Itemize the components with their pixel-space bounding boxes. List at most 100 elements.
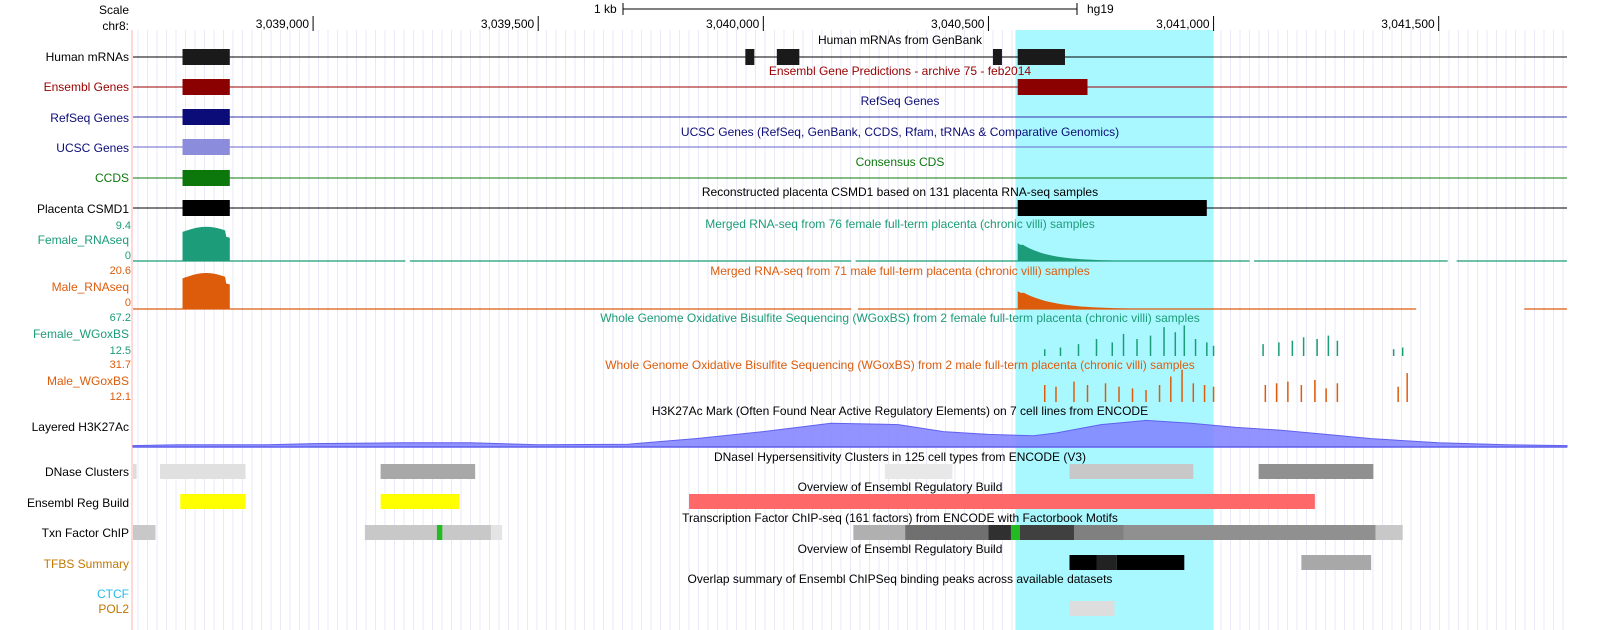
track-title-dnase-clusters: DNaseI Hypersensitivity Clusters in 125 … — [714, 450, 1086, 464]
feature-block — [988, 525, 1011, 540]
male-rnaseq-scale-min: 0 — [124, 297, 131, 309]
ruler-tick-label: 3,041,500 — [1381, 17, 1435, 31]
signal-peak — [1017, 243, 1124, 261]
track-title-refseq-genes: RefSeq Genes — [861, 94, 940, 108]
feature-block — [1301, 555, 1372, 570]
feature-block — [1069, 555, 1097, 570]
feature-block — [1258, 464, 1374, 479]
base-position-ruler: 3,039,000 3,039,500 3,040,000 3,040,500 3,04… — [256, 16, 1440, 31]
ruler-tick-label: 3,039,500 — [481, 17, 535, 31]
feature-block — [1116, 555, 1185, 570]
feature-block — [180, 494, 246, 509]
track-label-ensembl-genes[interactable]: Ensembl Genes — [43, 80, 129, 94]
exon-block — [1017, 200, 1207, 216]
feature-block — [1375, 525, 1403, 540]
exon-block — [776, 49, 800, 65]
female-rnaseq-scale-max: 9.4 — [115, 220, 131, 232]
track-label-placenta-csmd1[interactable]: Placenta CSMD1 — [36, 202, 129, 216]
signal-peak — [1017, 291, 1142, 309]
female-wgoxbs-scale-max: 67.2 — [109, 312, 131, 324]
chrom-label: chr8: — [102, 19, 129, 33]
feature-block — [133, 525, 156, 540]
track-title-female-wgoxbs: Whole Genome Oxidative Bisulfite Sequenc… — [600, 311, 1200, 325]
track-title-ensembl-reg-build: Overview of Ensembl Regulatory Build — [798, 480, 1003, 494]
exon-block — [182, 109, 230, 125]
exon-block — [182, 200, 230, 216]
track-title-human-mrnas: Human mRNAs from GenBank — [818, 33, 983, 47]
track-label-human-mrnas[interactable]: Human mRNAs — [45, 50, 129, 64]
feature-block — [364, 525, 491, 540]
scale-bar: 1 kb hg19 — [594, 2, 1114, 16]
track-pol2 — [1069, 601, 1115, 616]
track-title-female-rnaseq: Merged RNA-seq from 76 female full-term … — [705, 217, 1094, 231]
exon-block — [1017, 49, 1065, 65]
exon-block — [745, 49, 755, 65]
track-title-tfbs-summary: Overview of Ensembl Regulatory Build — [798, 542, 1003, 556]
track-ccds: Consensus CDS — [133, 155, 1567, 186]
track-label-ccds[interactable]: CCDS — [94, 171, 129, 185]
track-label-layered-h3k27ac[interactable]: Layered H3K27Ac — [31, 420, 129, 434]
track-label-female-wgoxbs[interactable]: Female_WGoxBS — [32, 327, 129, 341]
track-label-pol2[interactable]: POL2 — [98, 602, 129, 616]
track-human-mrnas: Human mRNAs from GenBank — [133, 33, 1567, 65]
feature-block — [133, 464, 137, 479]
track-ensembl-reg-build: Overview of Ensembl Regulatory Build — [180, 480, 1315, 509]
male-wgoxbs-scale-min: 12.1 — [109, 391, 131, 403]
exon-block — [992, 49, 1002, 65]
feature-block — [1019, 525, 1074, 540]
track-label-dnase-clusters[interactable]: DNase Clusters — [44, 465, 129, 479]
track-refseq-genes: RefSeq Genes — [133, 94, 1567, 125]
male-rnaseq-scale-max: 20.6 — [109, 265, 131, 277]
track-label-male-wgoxbs[interactable]: Male_WGoxBS — [46, 374, 129, 388]
exon-block — [182, 170, 230, 186]
track-label-ucsc-genes[interactable]: UCSC Genes — [56, 141, 129, 155]
ruler-tick-label: 3,039,000 — [256, 17, 310, 31]
exon-block — [182, 79, 230, 95]
track-male-rnaseq: Merged RNA-seq from 71 male full-term pl… — [133, 264, 1567, 310]
track-ucsc-genes: UCSC Genes (RefSeq, GenBank, CCDS, Rfam,… — [133, 125, 1567, 155]
feature-block — [905, 525, 989, 540]
track-layered-h3k27ac: H3K27Ac Mark (Often Found Near Active Re… — [132, 404, 1568, 448]
track-title-txn-factor-chip: Transcription Factor ChIP-seq (161 facto… — [682, 511, 1118, 525]
feature-block — [380, 494, 460, 509]
track-title-placenta-csmd1: Reconstructed placenta CSMD1 based on 13… — [702, 185, 1098, 199]
feature-block — [853, 525, 906, 540]
exon-block — [182, 139, 230, 155]
signal-peak — [182, 273, 230, 309]
track-title-ccds: Consensus CDS — [856, 155, 945, 169]
track-female-wgoxbs: Whole Genome Oxidative Bisulfite Sequenc… — [600, 311, 1404, 356]
feature-block — [1010, 525, 1020, 540]
exon-block — [1017, 79, 1088, 95]
track-label-female-rnaseq[interactable]: Female_RNAseq — [37, 233, 129, 247]
track-male-wgoxbs: Whole Genome Oxidative Bisulfite Sequenc… — [605, 358, 1408, 402]
signal-peak — [182, 226, 230, 261]
feature-block — [1069, 601, 1115, 616]
exon-block — [182, 49, 230, 65]
ruler-tick-label: 3,040,000 — [706, 17, 760, 31]
track-label-ctcf[interactable]: CTCF — [97, 587, 129, 601]
feature-block — [1096, 555, 1117, 570]
track-placenta-csmd1: Reconstructed placenta CSMD1 based on 13… — [133, 185, 1567, 216]
track-label-male-rnaseq[interactable]: Male_RNAseq — [51, 280, 129, 294]
track-title-ctcf: Overlap summary of Ensembl ChIPSeq bindi… — [688, 572, 1113, 586]
feature-block — [1073, 525, 1124, 540]
feature-block — [689, 494, 1315, 509]
track-label-refseq-genes[interactable]: RefSeq Genes — [50, 111, 129, 125]
track-label-tfbs-summary[interactable]: TFBS Summary — [43, 557, 129, 571]
ruler-tick-label: 3,041,000 — [1156, 17, 1210, 31]
feature-block — [884, 464, 953, 479]
feature-block — [160, 464, 246, 479]
track-label-column: Scale chr8: Human mRNAs Ensembl Genes Re… — [0, 0, 133, 630]
feature-block — [1123, 525, 1376, 540]
track-ctcf: Overlap summary of Ensembl ChIPSeq bindi… — [688, 572, 1113, 586]
track-label-txn-factor-chip[interactable]: Txn Factor ChIP — [41, 526, 129, 540]
female-wgoxbs-scale-min: 12.5 — [109, 345, 131, 357]
ruler-tick-label: 3,040,500 — [931, 17, 985, 31]
track-title-layered-h3k27ac: H3K27Ac Mark (Often Found Near Active Re… — [652, 404, 1148, 418]
track-dnase-clusters: DNaseI Hypersensitivity Clusters in 125 … — [133, 450, 1374, 479]
track-label-ensembl-reg-build[interactable]: Ensembl Reg Build — [26, 496, 129, 510]
female-rnaseq-scale-min: 0 — [124, 250, 131, 262]
track-title-male-wgoxbs: Whole Genome Oxidative Bisulfite Sequenc… — [605, 358, 1195, 372]
